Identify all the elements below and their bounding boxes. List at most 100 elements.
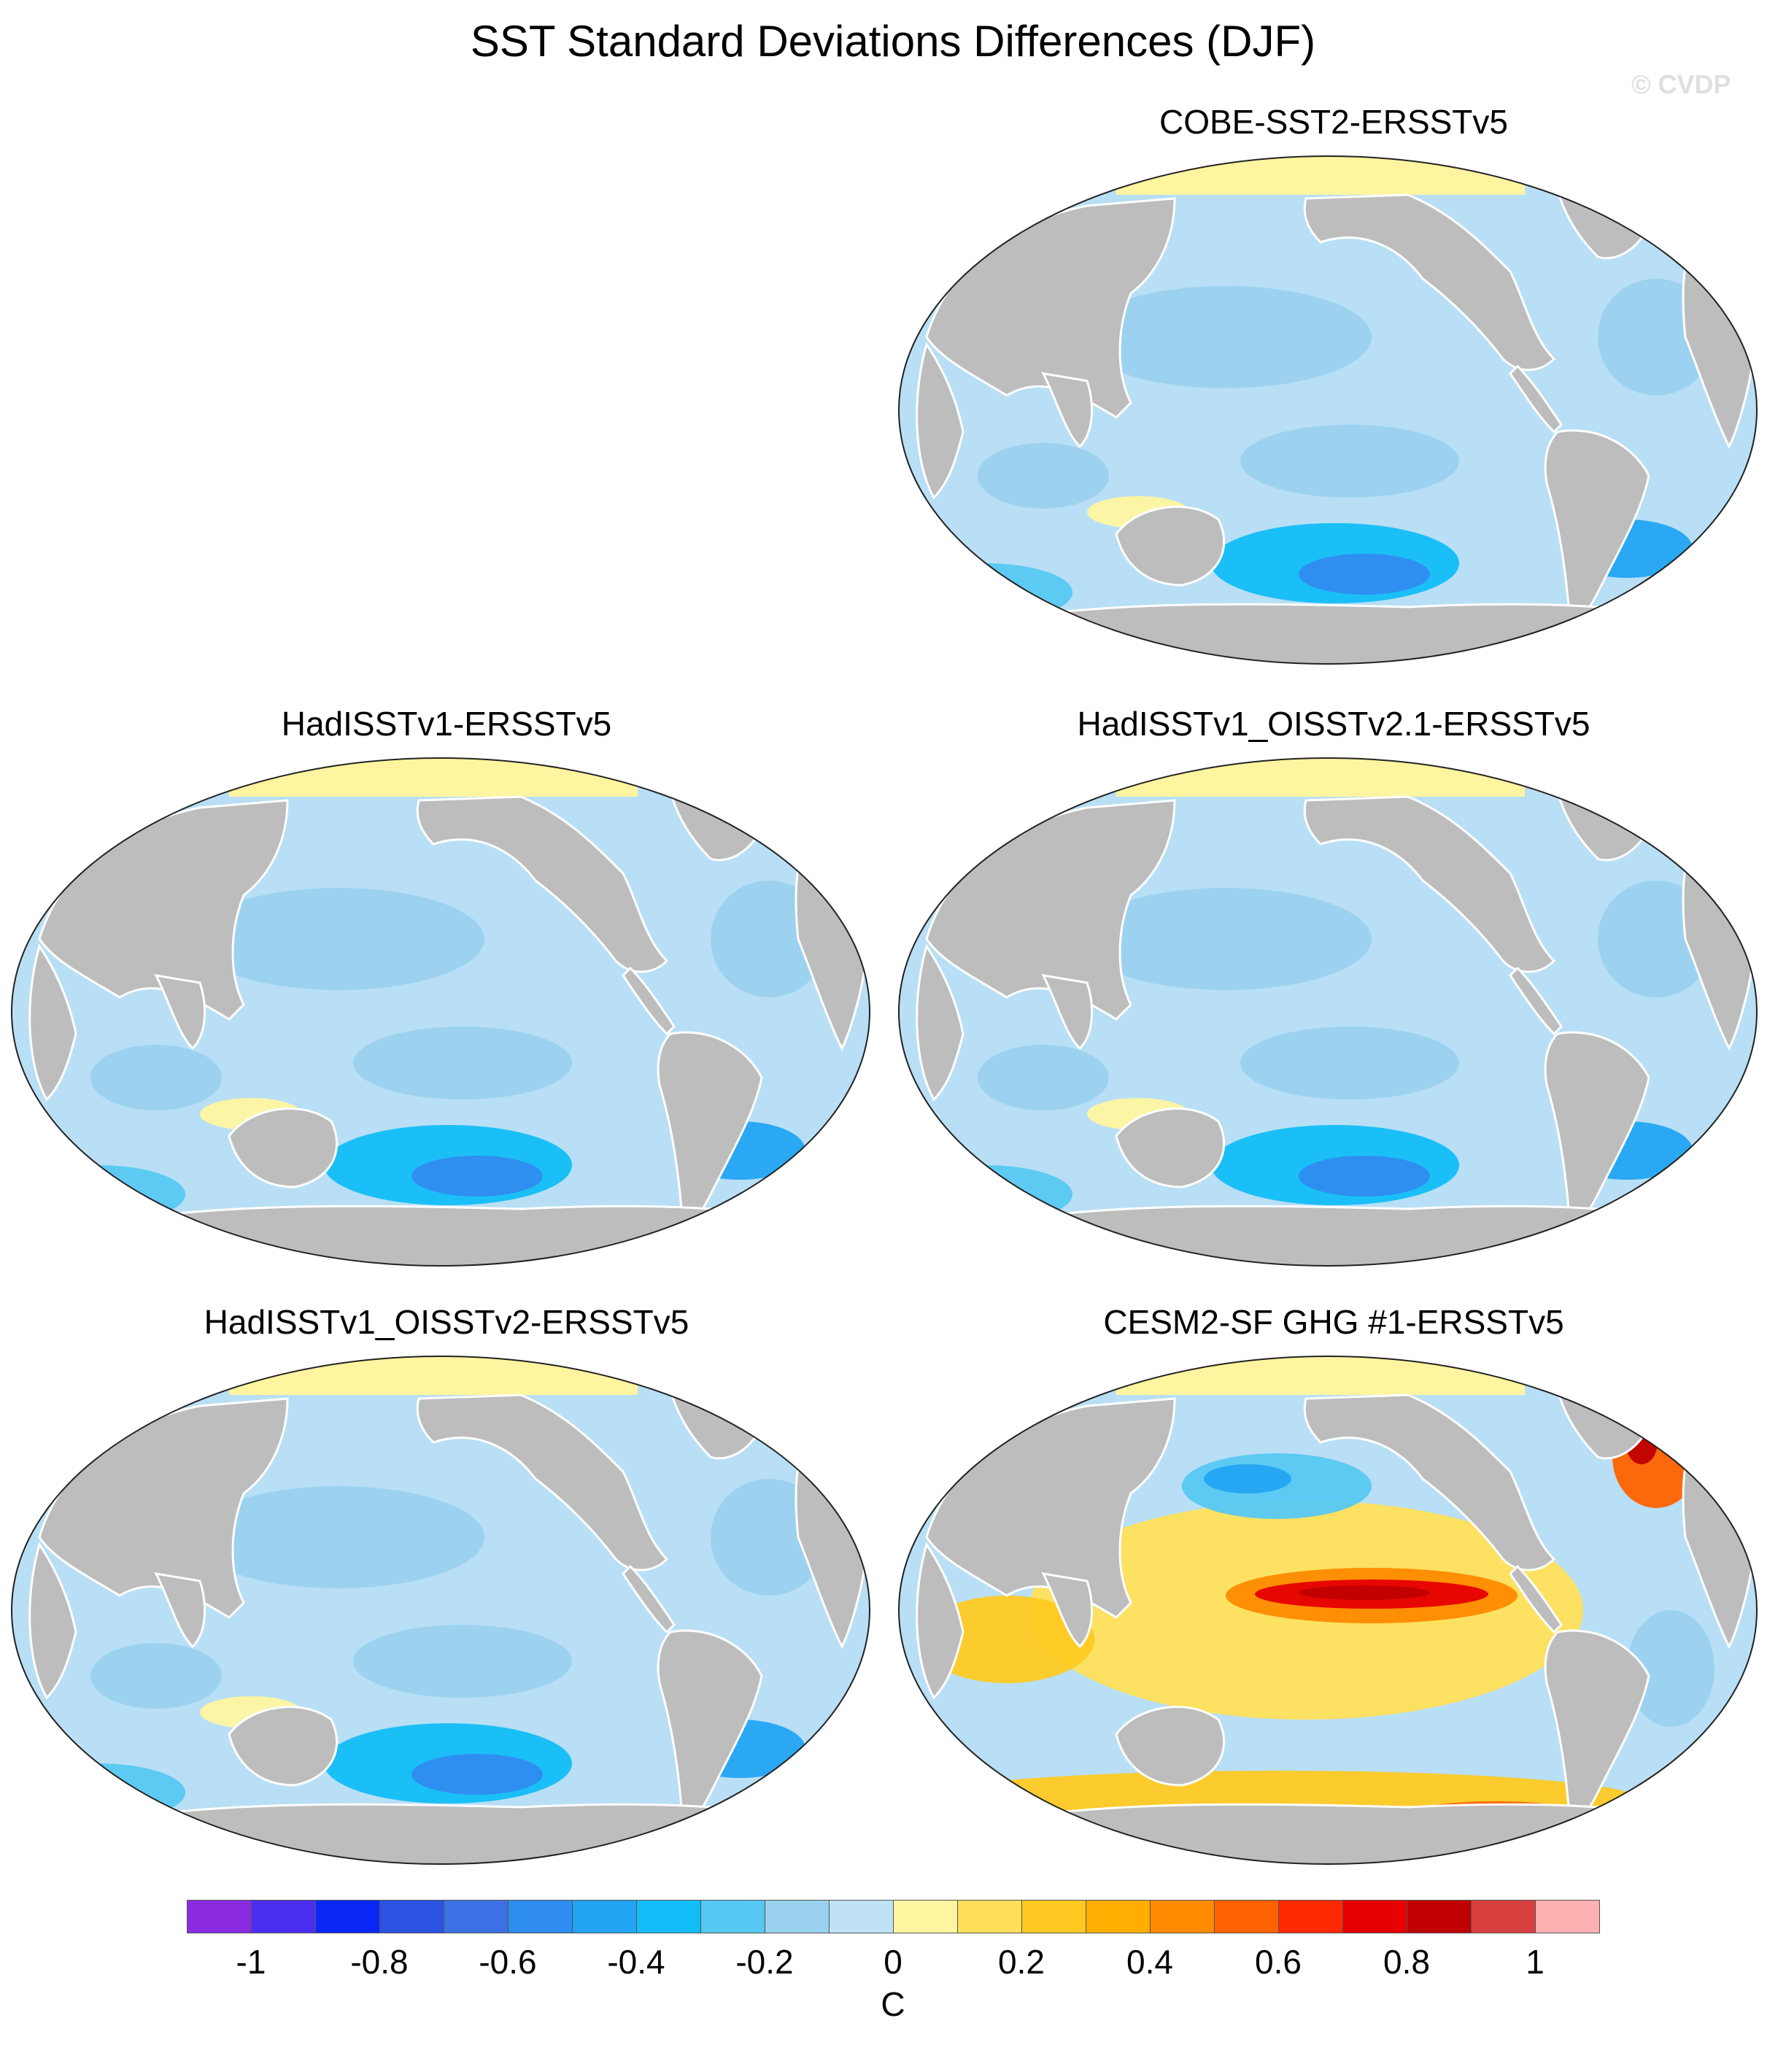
land-mass [923, 603, 1739, 664]
land-mass [416, 795, 669, 973]
arctic-region [229, 1356, 638, 1395]
land-mass [1303, 795, 1556, 973]
anomaly-contour [1299, 1585, 1430, 1600]
colorbar-unit: C [881, 1985, 905, 2023]
map-svg [898, 1356, 1758, 1865]
land-mass [228, 1706, 339, 1787]
panel-title: HadISSTv1_OISSTv2.1-ERSSTv5 [1077, 705, 1590, 743]
land-mass [1303, 1393, 1556, 1572]
anomaly-contour [1240, 425, 1459, 498]
land-mass [154, 1572, 206, 1649]
colorbar-tick-label: 0.4 [1126, 1943, 1173, 1981]
land-mass [1303, 193, 1556, 371]
map-content [899, 156, 1757, 664]
land-mass [36, 1803, 851, 1864]
land-mass [916, 943, 964, 1102]
anomaly-contour [12, 1763, 185, 1822]
colorbar-swatch [1471, 1900, 1536, 1933]
land-mass [916, 341, 964, 500]
land-mass [1041, 372, 1094, 449]
colorbar-tick-label: 0.6 [1255, 1943, 1302, 1981]
colorbar-tick-label: -0.8 [350, 1943, 409, 1981]
land-mass [622, 966, 676, 1036]
land-mass [1115, 1706, 1226, 1787]
anomaly-contour [1080, 888, 1372, 990]
map-border [898, 1356, 1758, 1865]
colorbar-tick-label: 1 [1526, 1943, 1545, 1981]
anomaly-contour [978, 443, 1109, 509]
panel-title: COBE-SST2-ERSSTv5 [1159, 103, 1508, 141]
map-svg [11, 757, 870, 1267]
anomaly-contour [978, 1045, 1109, 1110]
colorbar-tick-label: 0.2 [998, 1943, 1045, 1981]
colorbar-swatch [1021, 1900, 1086, 1933]
map-svg [898, 155, 1758, 665]
anomaly-contour [1723, 1124, 1750, 1148]
anomaly-contour [193, 1486, 484, 1588]
land-mass [1509, 966, 1563, 1036]
map-content [899, 1356, 1757, 1864]
anomaly-contour [941, 1793, 1000, 1822]
anomaly-contour [1299, 554, 1430, 595]
land-mass [36, 1205, 851, 1266]
colorbar [187, 1900, 1600, 1935]
anomaly-contour [353, 1625, 572, 1698]
colorbar-swatch [379, 1900, 444, 1933]
anomaly-contour [919, 1596, 1094, 1683]
colorbar-swatch [187, 1900, 252, 1933]
map-content [12, 758, 870, 1266]
anomaly-contour [1080, 286, 1372, 388]
colorbar-tick-label: 0 [884, 1943, 902, 1981]
anomaly-contour [836, 1124, 862, 1148]
colorbar-swatch [893, 1900, 958, 1933]
colorbar-swatch [700, 1900, 765, 1933]
map-svg [11, 1356, 870, 1865]
colorbar-swatch [636, 1900, 701, 1933]
colorbar-swatch [765, 1900, 830, 1933]
arctic-region [229, 758, 638, 797]
panel-title: HadISSTv1_OISSTv2-ERSSTv5 [204, 1303, 689, 1341]
watermark: © CVDP [1631, 69, 1731, 99]
land-mass [1041, 1572, 1094, 1649]
land-mass [228, 1107, 339, 1188]
anomaly-contour [1299, 1156, 1430, 1197]
land-mass [28, 1542, 77, 1700]
land-mass [1115, 1107, 1226, 1188]
map-panel-hadisst-oisstv2: HadISSTv1_OISSTv2-ERSSTv5 [9, 1302, 884, 1901]
colorbar-tick-label: -1 [236, 1943, 266, 1981]
map-border [11, 757, 870, 1267]
colorbar-swatch [1342, 1900, 1407, 1933]
land-mass [923, 1205, 1739, 1266]
colorbar-swatch [1150, 1900, 1215, 1933]
arctic-region [1116, 156, 1525, 195]
anomaly-contour [411, 1754, 543, 1795]
colorbar-swatch [1214, 1900, 1279, 1933]
land-mass [154, 974, 206, 1051]
anomaly-contour [1204, 1464, 1291, 1493]
map-border [898, 757, 1758, 1267]
colorbar-swatch [508, 1900, 573, 1933]
land-mass [28, 943, 77, 1102]
anomaly-contour [353, 1027, 572, 1099]
colorbar-tick-label: 0.8 [1383, 1943, 1430, 1981]
land-mass [923, 1803, 1739, 1864]
map-panel-hadisst: HadISSTv1-ERSSTv5 [9, 704, 884, 1302]
anomaly-contour [1627, 1610, 1715, 1727]
arctic-region [1116, 758, 1525, 797]
colorbar-tick-label: -0.6 [479, 1943, 537, 1981]
land-mass [622, 1564, 676, 1634]
colorbar-swatch [829, 1900, 894, 1933]
colorbar-swatch [1086, 1900, 1151, 1933]
land-mass [1509, 364, 1563, 434]
colorbar-swatch [1535, 1900, 1600, 1933]
colorbar-swatch [1278, 1900, 1343, 1933]
map-panel-cobe: COBE-SST2-ERSSTv5 [896, 102, 1771, 700]
land-mass [1041, 974, 1094, 1051]
anomaly-contour [12, 1165, 185, 1224]
colorbar-tick-label: -0.4 [607, 1943, 665, 1981]
map-panel-cesm2: CESM2-SF GHG #1-ERSSTv5 [896, 1302, 1771, 1901]
anomaly-contour [899, 563, 1072, 622]
map-border [898, 155, 1758, 665]
land-mass [1509, 1564, 1563, 1634]
colorbar-tick-label: -0.2 [735, 1943, 794, 1981]
